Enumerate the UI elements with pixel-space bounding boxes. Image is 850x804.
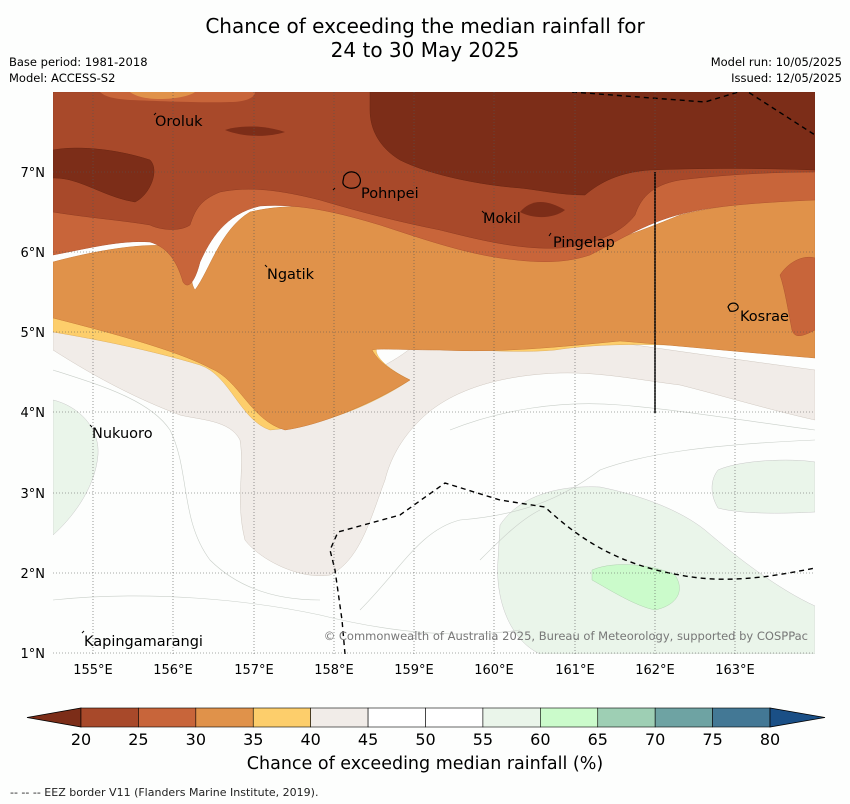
colorbar-tick-label: 55 — [473, 730, 493, 749]
contour-below-20-band — [369, 92, 815, 196]
colorbar-tick-label: 70 — [645, 730, 665, 749]
colorbar-swatch — [138, 707, 197, 728]
lon-tick-label: 157°E — [234, 663, 274, 678]
colorbar-swatch — [597, 707, 656, 728]
eez-border-north — [571, 92, 815, 136]
map-title-line-2: 24 to 30 May 2025 — [330, 38, 520, 62]
lat-tick-label: 2°N — [21, 567, 46, 582]
contour-60-65-patch — [591, 564, 680, 611]
lon-tick-label: 163°E — [715, 663, 755, 678]
colorbar: 20 25 30 35 40 45 50 55 60 65 70 75 80 — [26, 707, 826, 749]
lon-tick-label: 156°E — [153, 663, 193, 678]
colorbar-tick-label: 50 — [415, 730, 435, 749]
contour-below-20-west — [53, 147, 155, 203]
lat-tick-label: 1°N — [21, 647, 46, 662]
map-title-line-1: Chance of exceeding the median rainfall … — [205, 14, 645, 38]
colorbar-swatch — [712, 707, 771, 728]
colorbar-tick-label: 65 — [588, 730, 608, 749]
lon-tick-label: 162°E — [635, 663, 675, 678]
place-label-mokil: Mokil — [483, 211, 521, 227]
issued-label: Issued: 12/05/2025 — [731, 71, 842, 85]
colorbar-swatch — [195, 707, 254, 728]
lon-tick-label: 160°E — [474, 663, 514, 678]
colorbar-tick-label: 45 — [358, 730, 378, 749]
colorbar-swatch — [425, 707, 484, 728]
colorbar-swatch — [482, 707, 541, 728]
colorbar-swatch — [367, 707, 426, 728]
colorbar-tick-label: 25 — [128, 730, 148, 749]
lat-tick-label: 3°N — [21, 487, 46, 502]
place-label-pohnpei: Pohnpei — [361, 186, 419, 202]
place-label-kosrae: Kosrae — [740, 309, 789, 325]
colorbar-tick-label: 75 — [702, 730, 722, 749]
colorbar-swatch — [654, 707, 713, 728]
model-run-label: Model run: 10/05/2025 — [710, 55, 842, 69]
colorbar-tick-label: 35 — [243, 730, 263, 749]
contour-30-35-band — [53, 197, 815, 431]
colorbar-tick-label: 30 — [186, 730, 206, 749]
model-label: Model: ACCESS-S2 — [9, 71, 116, 85]
map-canvas: Oroluk Pohnpei Mokil Pingelap Ngatik Kos… — [53, 92, 815, 654]
lon-tick-label: 158°E — [314, 663, 354, 678]
contour-30-35-oroluk-top — [130, 92, 195, 99]
contour-55-60-east — [711, 459, 815, 514]
place-label-oroluk: Oroluk — [155, 114, 203, 130]
lat-tick-label: 6°N — [21, 246, 46, 261]
kosrae-island-shape — [727, 302, 739, 312]
place-label-nukuoro: Nukuoro — [92, 426, 153, 442]
lon-tick-label: 161°E — [555, 663, 595, 678]
atoll-markers — [81, 112, 552, 634]
colorbar-swatch — [310, 707, 369, 728]
place-label-kapingamarangi: Kapingamarangi — [84, 634, 203, 650]
contour-25-30-kosrae — [779, 257, 815, 336]
colorbar-swatch — [252, 707, 311, 728]
copyright-notice: © Commonwealth of Australia 2025, Bureau… — [324, 629, 808, 643]
eez-border-legend-note: -- -- -- EEZ border V11 (Flanders Marine… — [10, 786, 319, 799]
eez-border-south — [329, 482, 815, 654]
lat-tick-label: 7°N — [21, 166, 46, 181]
lon-tick-label: 155°E — [73, 663, 113, 678]
graticule — [53, 92, 815, 654]
contour-below-20-oroluk — [225, 126, 285, 136]
lat-tick-label: 4°N — [21, 406, 46, 421]
colorbar-title: Chance of exceeding median rainfall (%) — [246, 754, 604, 774]
colorbar-swatch — [540, 707, 599, 728]
lon-tick-label: 159°E — [394, 663, 434, 678]
base-period-label: Base period: 1981-2018 — [9, 55, 148, 69]
longitude-tick-labels: 155°E 156°E 157°E 158°E 159°E 160°E 161°… — [73, 663, 755, 678]
colorbar-tick-label: 80 — [760, 730, 780, 749]
eez-borders — [329, 92, 815, 654]
colorbar-extend-low — [26, 707, 82, 728]
lat-tick-label: 5°N — [21, 326, 46, 341]
colorbar-tick-label: 20 — [71, 730, 91, 749]
latitude-tick-labels: 7°N 6°N 5°N 4°N 3°N 2°N 1°N — [21, 166, 46, 662]
colorbar-tick-label: 60 — [530, 730, 550, 749]
colorbar-swatch — [80, 707, 139, 728]
place-label-pingelap: Pingelap — [553, 235, 615, 251]
pohnpei-island-shape — [342, 171, 361, 189]
faint-contours — [53, 369, 815, 635]
contour-below-20-mokil — [520, 201, 565, 218]
contour-55-60-west — [53, 399, 99, 536]
place-label-ngatik: Ngatik — [267, 267, 315, 283]
colorbar-extend-high — [769, 707, 826, 728]
colorbar-tick-label: 40 — [300, 730, 320, 749]
